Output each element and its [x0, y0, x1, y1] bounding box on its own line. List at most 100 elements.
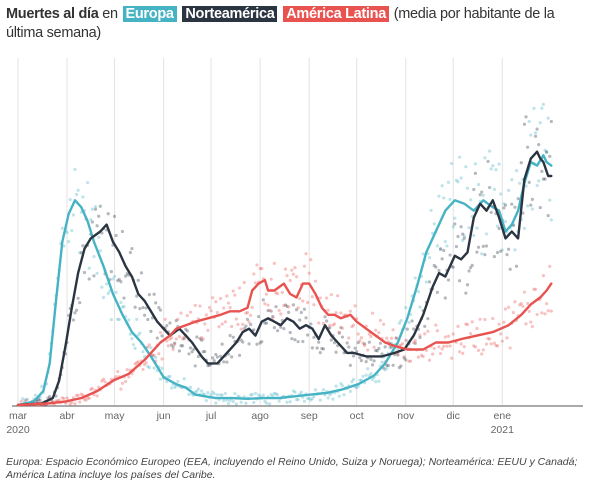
- daily-dot: [207, 363, 212, 368]
- daily-dot: [179, 344, 183, 348]
- daily-dot: [400, 341, 405, 346]
- daily-dot: [481, 193, 485, 197]
- daily-dot: [508, 267, 512, 271]
- daily-dot: [347, 345, 351, 349]
- daily-dot: [424, 348, 428, 353]
- daily-dot: [440, 184, 444, 188]
- daily-dot: [165, 339, 169, 343]
- daily-dot: [146, 317, 150, 322]
- daily-dot: [128, 332, 132, 336]
- daily-dot: [201, 337, 205, 341]
- daily-dot: [364, 360, 368, 364]
- daily-dot: [274, 392, 278, 396]
- daily-dot: [95, 224, 99, 228]
- daily-dot: [334, 384, 338, 388]
- x-tick-label: abr: [59, 410, 75, 422]
- daily-dot: [179, 311, 183, 315]
- daily-dot: [135, 361, 139, 365]
- daily-dot: [70, 229, 74, 233]
- daily-dot: [381, 322, 386, 326]
- daily-dot: [480, 252, 484, 256]
- daily-dot: [234, 317, 239, 321]
- daily-dot: [339, 311, 343, 315]
- daily-dot: [312, 335, 316, 339]
- daily-dot: [513, 248, 517, 252]
- daily-dot: [187, 352, 191, 356]
- daily-dot: [268, 402, 272, 406]
- daily-dot: [372, 359, 376, 363]
- daily-dot: [499, 192, 503, 196]
- daily-dot: [340, 335, 345, 339]
- daily-dot: [261, 393, 265, 397]
- daily-dot: [206, 364, 210, 368]
- daily-dot: [399, 343, 403, 347]
- daily-dot: [98, 204, 102, 208]
- daily-dot: [215, 355, 220, 359]
- daily-dot: [549, 218, 553, 222]
- daily-dot: [317, 340, 321, 344]
- daily-dot: [495, 224, 500, 228]
- daily-dot: [529, 203, 533, 207]
- daily-dot: [255, 342, 259, 346]
- daily-dot: [127, 318, 131, 322]
- daily-dot: [73, 311, 77, 315]
- daily-dot: [413, 276, 417, 280]
- daily-dot: [464, 165, 468, 169]
- daily-dot: [125, 368, 129, 372]
- daily-dot: [78, 300, 82, 305]
- daily-dot: [389, 336, 394, 340]
- daily-dot: [90, 386, 94, 391]
- daily-dot: [78, 251, 82, 255]
- daily-dot: [459, 225, 463, 229]
- legend-europa: Europa: [122, 6, 177, 22]
- daily-dot: [546, 214, 550, 218]
- daily-dot: [469, 198, 473, 202]
- daily-dot: [296, 340, 300, 344]
- daily-dot: [250, 305, 254, 310]
- daily-dot: [285, 304, 289, 308]
- daily-dot: [513, 205, 517, 209]
- daily-dot: [522, 122, 527, 126]
- daily-dot: [499, 249, 503, 253]
- chart-title: Muertes al día en Europa Norteamérica Am…: [6, 5, 586, 43]
- daily-dot: [548, 198, 552, 202]
- daily-dot: [481, 348, 485, 352]
- daily-dot: [442, 248, 446, 253]
- daily-dot: [421, 252, 425, 256]
- daily-dot: [526, 301, 530, 306]
- daily-dot: [438, 247, 443, 251]
- daily-dot: [309, 322, 313, 326]
- daily-dot: [306, 396, 310, 401]
- daily-dot: [275, 292, 280, 296]
- daily-dot: [222, 306, 226, 310]
- daily-dot: [187, 392, 191, 397]
- daily-dot: [514, 169, 519, 173]
- daily-dot: [214, 401, 218, 405]
- daily-dot: [169, 336, 174, 340]
- x-tick-label: mar: [9, 410, 28, 422]
- daily-dot: [374, 380, 378, 384]
- daily-dot: [117, 317, 121, 322]
- daily-dot: [157, 352, 161, 356]
- daily-dot: [301, 299, 305, 303]
- daily-dot: [537, 179, 541, 183]
- daily-dot: [212, 359, 216, 363]
- daily-dot: [507, 188, 511, 192]
- daily-dot: [516, 197, 520, 201]
- daily-dot: [530, 325, 534, 329]
- daily-dot: [112, 214, 117, 218]
- daily-dot: [546, 309, 550, 313]
- daily-dot: [160, 334, 164, 338]
- daily-dot: [407, 359, 411, 363]
- daily-dot: [385, 336, 389, 340]
- daily-dot: [489, 167, 493, 171]
- daily-dot: [89, 218, 93, 222]
- daily-dot: [480, 190, 484, 194]
- daily-dot: [165, 323, 169, 328]
- daily-dot: [440, 257, 444, 261]
- daily-dot: [125, 272, 129, 276]
- daily-dot: [173, 341, 177, 345]
- daily-dot: [502, 206, 506, 210]
- daily-dot: [495, 344, 500, 348]
- daily-dot: [237, 286, 242, 290]
